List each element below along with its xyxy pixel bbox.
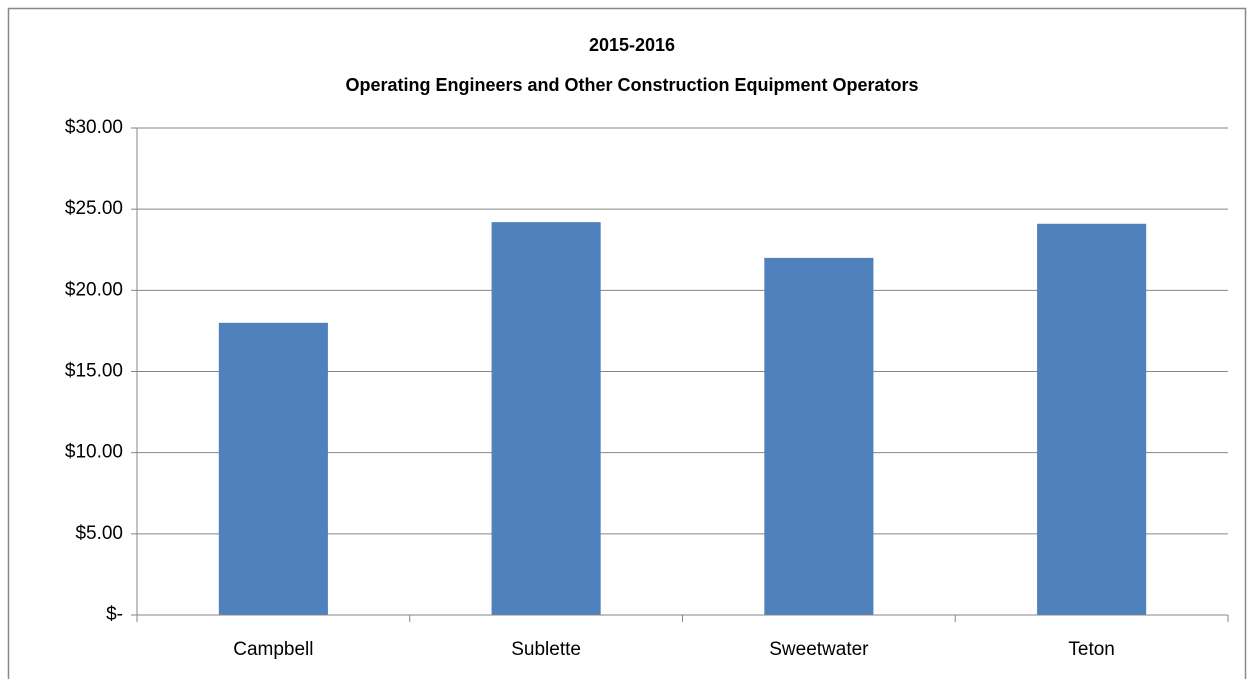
x-tick-label: Sweetwater: [769, 639, 869, 660]
chart-border: [7, 7, 1247, 679]
y-tick-label: $5.00: [75, 523, 123, 544]
bar: [218, 322, 328, 615]
y-tick-label: $20.00: [65, 279, 123, 300]
y-tick-label: $30.00: [65, 117, 123, 138]
y-tick-label: $25.00: [65, 198, 123, 219]
bar: [1037, 223, 1147, 615]
chart-title: 2015-2016: [589, 35, 675, 55]
y-tick-label: $15.00: [65, 361, 123, 382]
y-tick-label: $10.00: [65, 442, 123, 463]
x-tick-label: Teton: [1068, 639, 1114, 660]
y-tick-label: $-: [106, 604, 123, 625]
bar: [764, 257, 874, 615]
chart-subtitle: Operating Engineers and Other Constructi…: [345, 75, 918, 95]
x-tick-label: Sublette: [511, 639, 581, 660]
x-tick-label: Campbell: [233, 639, 313, 660]
bar: [491, 222, 601, 616]
